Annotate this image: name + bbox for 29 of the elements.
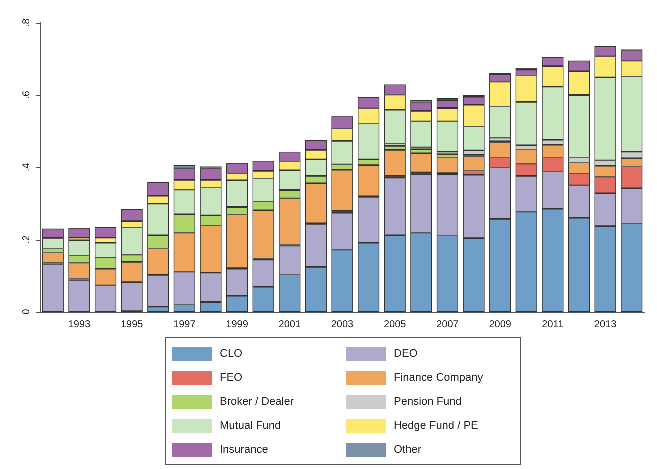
x-tick-label: 2009	[489, 320, 512, 330]
bar	[68, 228, 90, 238]
bar	[384, 150, 406, 176]
legend-label: Finance Company	[394, 372, 484, 384]
legend-label: Broker / Dealer	[220, 396, 294, 408]
y-tick-label: 0	[22, 308, 32, 315]
legend-label: Insurance	[220, 444, 268, 456]
x-tick-label: 1995	[120, 320, 144, 330]
x-tick-label: 2011	[542, 320, 564, 330]
x-tick-label: 2007	[436, 320, 460, 330]
y-tick-label: .8	[22, 18, 32, 28]
x-tick-label: 1997	[174, 320, 196, 330]
legend-label: CLO	[220, 348, 244, 360]
y-tick-label: .4	[22, 162, 32, 172]
bar	[410, 153, 432, 173]
legend-label: Pension Fund	[394, 396, 462, 408]
legend-label: DEO	[394, 348, 418, 360]
x-tick-label: 2005	[384, 320, 407, 330]
legend-label: Mutual Fund	[220, 420, 282, 432]
x-tick-label: 2013	[594, 320, 618, 330]
y-tick-label: .2	[22, 235, 32, 244]
legend-label: Hedge Fund / PE	[394, 420, 478, 432]
x-tick-label: 1999	[226, 320, 249, 330]
x-tick-label: 1993	[68, 320, 92, 330]
x-tick-label: 2003	[331, 320, 354, 330]
legend-label: FEO	[220, 372, 244, 384]
legend-label: Other	[394, 444, 422, 456]
y-tick-label: .6	[22, 90, 32, 100]
x-tick-label: 2001	[278, 320, 302, 330]
